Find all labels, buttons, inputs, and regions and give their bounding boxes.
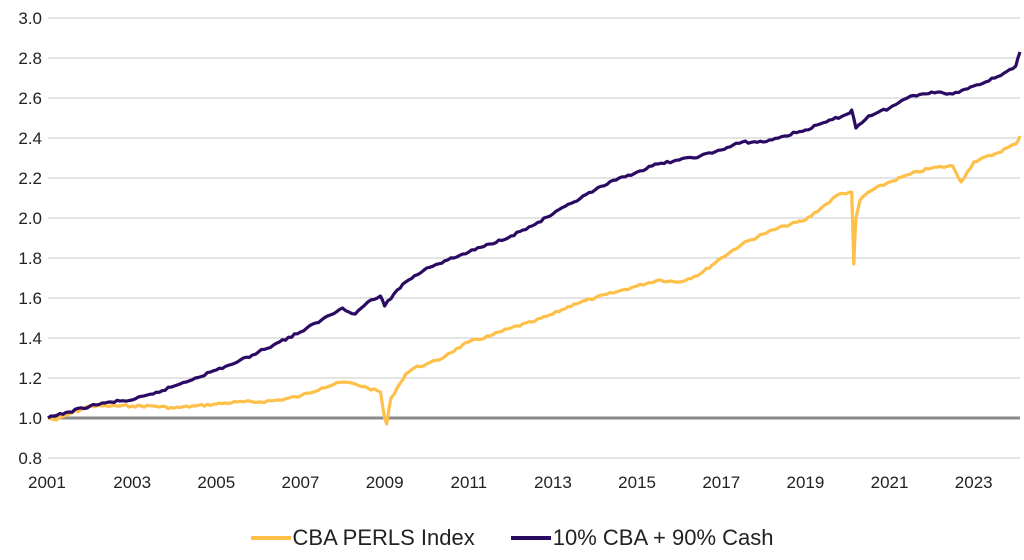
y-tick-label-1: 1.0 bbox=[18, 409, 42, 428]
legend-item-perls: CBA PERLS Index bbox=[250, 525, 475, 551]
x-tick-label-7: 2015 bbox=[618, 473, 656, 492]
y-axis-tick-labels: 0.8 1.0 1.2 1.4 1.6 1.8 2.0 2.2 2.4 2.6 2.8 3.0 bbox=[18, 9, 42, 468]
y-tick-label-10: 2.8 bbox=[18, 49, 42, 68]
y-tick-label-2: 1.2 bbox=[18, 369, 42, 388]
x-tick-label-11: 2023 bbox=[955, 473, 993, 492]
legend-swatch-cash-mix bbox=[510, 536, 551, 540]
legend-label-cash-mix: 10% CBA + 90% Cash bbox=[552, 525, 774, 550]
x-tick-label-2: 2005 bbox=[197, 473, 235, 492]
y-tick-label-4: 1.6 bbox=[18, 289, 42, 308]
legend-swatch-perls bbox=[250, 536, 291, 540]
x-tick-label-5: 2011 bbox=[450, 473, 487, 492]
x-tick-label-4: 2009 bbox=[366, 473, 404, 492]
gridlines bbox=[48, 17, 1020, 459]
y-tick-label-11: 3.0 bbox=[18, 9, 42, 28]
y-tick-label-5: 1.8 bbox=[18, 249, 42, 268]
series-line-cba-perls bbox=[47, 135, 1022, 426]
x-tick-label-8: 2017 bbox=[702, 473, 740, 492]
x-tick-label-3: 2007 bbox=[282, 473, 320, 492]
legend-item-cash-mix: 10% CBA + 90% Cash bbox=[510, 525, 774, 551]
series-lines bbox=[47, 51, 1022, 426]
x-tick-label-1: 2003 bbox=[113, 473, 151, 492]
x-tick-label-6: 2013 bbox=[534, 473, 572, 492]
y-tick-label-8: 2.4 bbox=[18, 129, 42, 148]
legend-label-perls: CBA PERLS Index bbox=[292, 525, 475, 550]
y-tick-label-3: 1.4 bbox=[18, 329, 42, 348]
x-tick-label-0: 2001 bbox=[28, 473, 66, 492]
legend: CBA PERLS Index 10% CBA + 90% Cash bbox=[0, 518, 1024, 558]
x-tick-label-10: 2021 bbox=[871, 473, 909, 492]
x-tick-label-9: 2019 bbox=[786, 473, 824, 492]
y-tick-label-0: 0.8 bbox=[18, 449, 42, 468]
series-line-cba-cash-mix bbox=[47, 51, 1022, 420]
y-tick-label-9: 2.6 bbox=[18, 89, 42, 108]
y-tick-label-6: 2.0 bbox=[18, 209, 42, 228]
y-tick-label-7: 2.2 bbox=[18, 169, 42, 188]
x-axis-tick-labels: 2001 2003 2005 2007 2009 2011 2013 2015 2017 2019… bbox=[28, 473, 993, 492]
